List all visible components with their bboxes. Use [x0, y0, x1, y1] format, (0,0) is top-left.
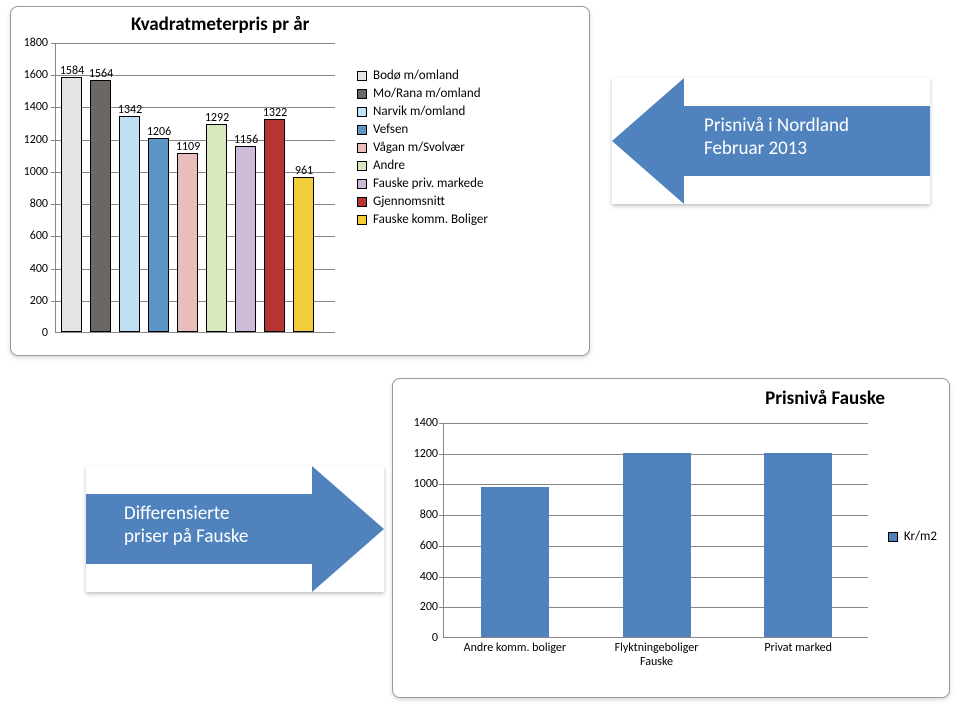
bottom-y-tick-label: 1400: [414, 416, 444, 430]
top-chart-title: Kvadratmeterpris pr år: [131, 13, 309, 36]
bottom-y-tick-label: 1200: [414, 447, 444, 461]
top-y-tick-label: 200: [30, 294, 56, 308]
legend-item: Vågan m/Svolvær: [357, 140, 579, 155]
legend-item: Gjennomsnitt: [357, 194, 579, 209]
legend-swatch: [357, 71, 367, 81]
bottom-y-tick-label: 200: [420, 600, 444, 614]
legend-label: Narvik m/omland: [373, 104, 465, 119]
top-y-tick-label: 0: [42, 326, 56, 340]
legend-item: Bodø m/omland: [357, 68, 579, 83]
callout-nordland-line1: Prisnivå i Nordland: [704, 114, 849, 137]
legend-label: Fauske priv. markede: [373, 176, 483, 191]
top-bar-value: 1322: [255, 106, 295, 120]
top-y-tick-label: 1000: [24, 165, 56, 179]
legend-label: Gjennomsnitt: [373, 194, 445, 209]
legend-swatch: [357, 161, 367, 171]
callout-nordland: Prisnivå i Nordland Februar 2013: [612, 78, 930, 204]
top-chart-legend: Bodø m/omland Mo/Rana m/omland Narvik m/om…: [357, 65, 579, 230]
top-bar: 961: [293, 177, 314, 332]
legend-label: Vågan m/Svolvær: [373, 140, 465, 155]
callout-nordland-line2: Februar 2013: [704, 137, 849, 160]
top-bar-value: 1292: [197, 111, 237, 125]
top-bar: 1584: [61, 77, 82, 332]
bottom-chart-panel: Prisnivå Fauske 020040060080010001200140…: [392, 378, 950, 698]
top-bar: 1564: [90, 80, 111, 332]
legend-swatch: [357, 197, 367, 207]
legend-label: Mo/Rana m/omland: [373, 86, 481, 101]
bottom-chart-legend: Kr/m2: [888, 529, 937, 544]
callout-fauske: Differensierte priser på Fauske: [86, 466, 384, 592]
bottom-y-tick-label: 800: [420, 508, 444, 522]
bottom-bar: [623, 453, 691, 637]
bottom-y-tick-label: 400: [420, 570, 444, 584]
bottom-x-category: Andre komm. boliger: [445, 637, 585, 655]
legend-swatch: [357, 125, 367, 135]
legend-swatch: [357, 107, 367, 117]
top-bar: 1322: [264, 119, 285, 332]
top-y-tick-label: 1600: [24, 68, 56, 82]
top-bar: 1342: [119, 116, 140, 332]
callout-fauske-line2: priser på Fauske: [124, 525, 248, 548]
bottom-x-category: Privat marked: [728, 637, 868, 655]
top-bar: 1109: [177, 153, 198, 332]
top-bar-value: 1206: [139, 125, 179, 139]
top-y-tick-label: 600: [30, 229, 56, 243]
callout-fauske-line1: Differensierte: [124, 502, 248, 525]
top-bar-value: 1109: [168, 140, 208, 154]
top-y-tick-label: 400: [30, 262, 56, 276]
top-chart-panel: Kvadratmeterpris pr år 15841564134212061…: [10, 6, 590, 356]
bottom-chart-plot-area: 0200400600800100012001400Andre komm. bol…: [443, 423, 868, 638]
top-bar-value: 1564: [81, 67, 121, 81]
bottom-y-tick-label: 1000: [414, 477, 444, 491]
legend-item: Fauske komm. Boliger: [357, 212, 579, 227]
legend-label: Bodø m/omland: [373, 68, 459, 83]
legend-item: Mo/Rana m/omland: [357, 86, 579, 101]
legend-label: Fauske komm. Boliger: [373, 212, 488, 227]
top-y-tick-label: 1200: [24, 133, 56, 147]
bottom-y-tick-label: 0: [432, 631, 444, 645]
top-bar-value: 1156: [226, 133, 266, 147]
legend-swatch-krm2: [888, 532, 898, 542]
legend-item: Vefsen: [357, 122, 579, 137]
top-bar-value: 1342: [110, 103, 150, 117]
legend-swatch: [357, 143, 367, 153]
top-bar: 1206: [148, 138, 169, 332]
top-bar: 1292: [206, 124, 227, 332]
bottom-x-category: FlyktningeboligerFauske: [587, 637, 727, 669]
top-bar-value: 961: [284, 164, 324, 178]
bottom-bar: [764, 453, 832, 637]
bottom-chart-title: Prisnivå Fauske: [765, 387, 885, 410]
legend-item: Fauske priv. markede: [357, 176, 579, 191]
legend-label-krm2: Kr/m2: [904, 529, 937, 544]
legend-swatch: [357, 89, 367, 99]
top-y-tick-label: 1800: [24, 36, 56, 50]
top-chart-plot-area: 15841564134212061109129211561322961 0200…: [55, 43, 335, 333]
legend-swatch: [357, 179, 367, 189]
bottom-bar: [481, 487, 549, 638]
legend-label: Vefsen: [373, 122, 408, 137]
legend-label: Andre: [373, 158, 405, 173]
legend-item: Andre: [357, 158, 579, 173]
top-bar: 1156: [235, 146, 256, 332]
top-y-tick-label: 1400: [24, 100, 56, 114]
top-y-tick-label: 800: [30, 197, 56, 211]
legend-item: Narvik m/omland: [357, 104, 579, 119]
legend-swatch: [357, 215, 367, 225]
bottom-y-tick-label: 600: [420, 539, 444, 553]
